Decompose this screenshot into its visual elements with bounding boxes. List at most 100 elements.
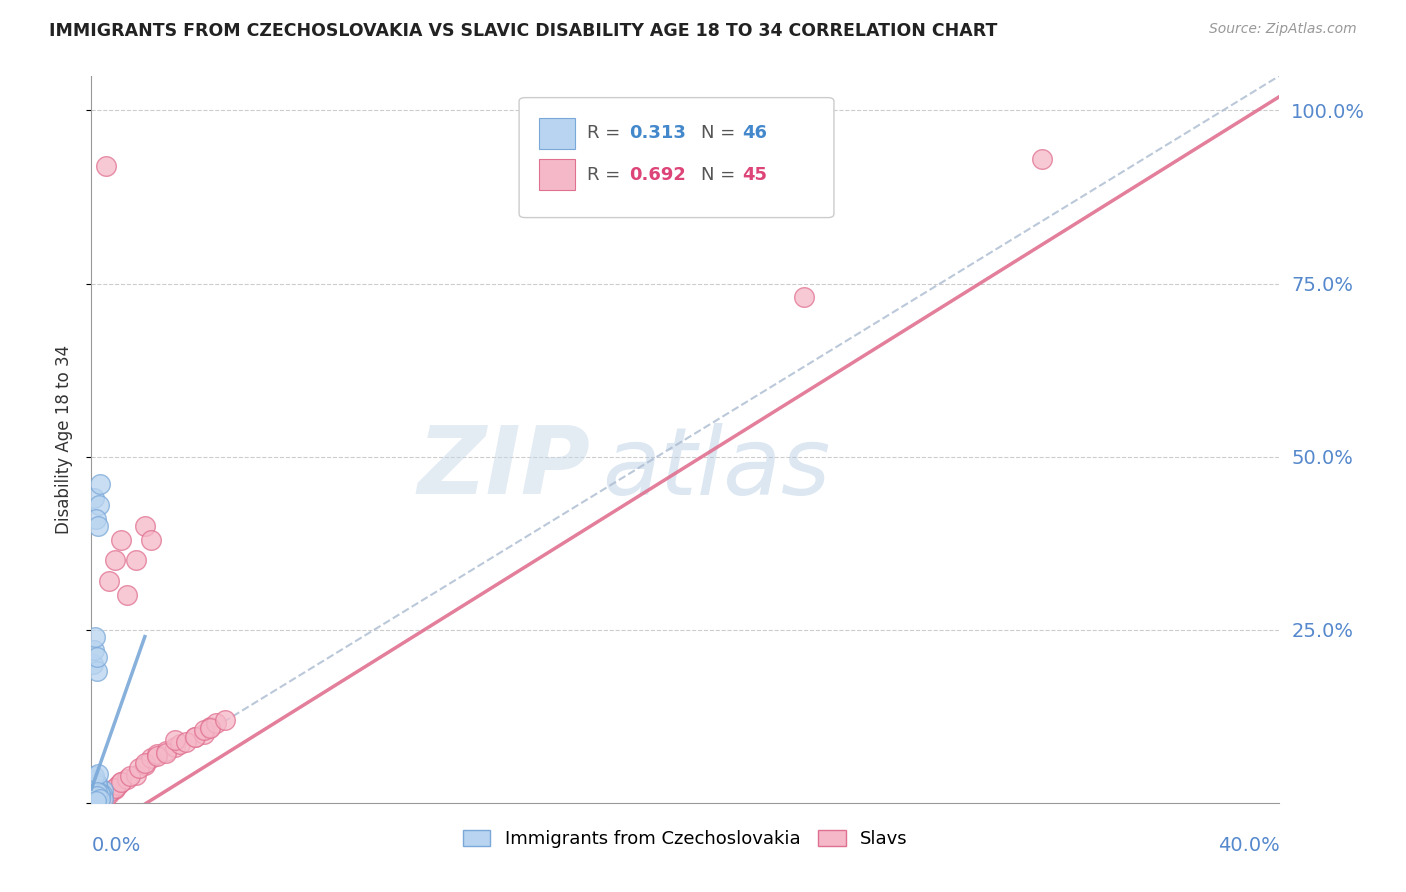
- Point: [134, 756, 156, 770]
- Point: [89, 477, 111, 491]
- Y-axis label: Disability Age 18 to 34: Disability Age 18 to 34: [55, 344, 73, 534]
- Point: [104, 780, 127, 795]
- Point: [86, 781, 108, 796]
- Point: [110, 775, 132, 789]
- Point: [139, 751, 162, 765]
- Point: [83, 780, 105, 795]
- Point: [145, 747, 167, 762]
- Point: [82, 779, 104, 793]
- Point: [110, 775, 132, 789]
- Point: [96, 790, 118, 805]
- Point: [125, 553, 148, 567]
- Point: [163, 733, 186, 747]
- Text: 0.313: 0.313: [630, 124, 686, 142]
- Point: [83, 773, 105, 788]
- Point: [83, 643, 105, 657]
- FancyBboxPatch shape: [540, 118, 575, 149]
- Text: 0.0%: 0.0%: [91, 836, 141, 855]
- Point: [200, 720, 222, 734]
- Point: [83, 775, 105, 789]
- Point: [91, 792, 114, 806]
- Point: [83, 770, 105, 784]
- Text: ZIP: ZIP: [418, 423, 591, 515]
- Text: N =: N =: [700, 124, 741, 142]
- Point: [89, 788, 111, 802]
- Point: [86, 650, 108, 665]
- Point: [793, 290, 815, 304]
- Point: [125, 768, 148, 782]
- Point: [89, 792, 111, 806]
- Point: [91, 792, 114, 806]
- Point: [96, 159, 118, 173]
- Point: [98, 574, 121, 589]
- Point: [84, 783, 107, 797]
- Point: [128, 761, 150, 775]
- Point: [87, 498, 110, 512]
- FancyBboxPatch shape: [540, 160, 575, 190]
- Text: IMMIGRANTS FROM CZECHOSLOVAKIA VS SLAVIC DISABILITY AGE 18 TO 34 CORRELATION CHA: IMMIGRANTS FROM CZECHOSLOVAKIA VS SLAVIC…: [49, 22, 998, 40]
- Point: [86, 776, 108, 790]
- Point: [134, 757, 156, 772]
- Point: [89, 790, 111, 805]
- Point: [90, 788, 112, 802]
- Text: atlas: atlas: [602, 423, 831, 514]
- Point: [87, 785, 110, 799]
- Point: [91, 783, 114, 797]
- Point: [83, 780, 105, 795]
- Point: [118, 770, 141, 784]
- Text: 40.0%: 40.0%: [1218, 836, 1279, 855]
- Point: [84, 789, 107, 803]
- Point: [101, 783, 124, 797]
- Point: [89, 791, 111, 805]
- Point: [87, 781, 110, 796]
- Point: [115, 772, 138, 786]
- Legend: Immigrants from Czechoslovakia, Slavs: Immigrants from Czechoslovakia, Slavs: [456, 822, 915, 855]
- Point: [1031, 152, 1053, 166]
- Text: 45: 45: [742, 166, 768, 184]
- FancyBboxPatch shape: [519, 97, 834, 218]
- Point: [184, 730, 207, 744]
- Point: [87, 519, 110, 533]
- Point: [87, 766, 110, 780]
- Point: [169, 737, 191, 751]
- Point: [86, 785, 108, 799]
- Point: [205, 716, 228, 731]
- Point: [82, 772, 104, 786]
- Point: [155, 744, 177, 758]
- Point: [139, 533, 162, 547]
- Point: [200, 721, 222, 735]
- Point: [134, 519, 156, 533]
- Point: [193, 723, 215, 737]
- Point: [107, 779, 129, 793]
- Point: [89, 791, 111, 805]
- Point: [104, 553, 127, 567]
- Point: [84, 630, 107, 644]
- Point: [86, 785, 108, 799]
- Point: [82, 657, 104, 672]
- Text: R =: R =: [586, 124, 626, 142]
- Point: [86, 665, 108, 679]
- Point: [84, 794, 107, 808]
- Point: [214, 713, 236, 727]
- Point: [193, 726, 215, 740]
- Point: [83, 789, 105, 803]
- Point: [184, 730, 207, 744]
- Point: [87, 790, 110, 805]
- Text: N =: N =: [700, 166, 741, 184]
- Text: Source: ZipAtlas.com: Source: ZipAtlas.com: [1209, 22, 1357, 37]
- Point: [84, 788, 107, 802]
- Point: [110, 533, 132, 547]
- Point: [115, 588, 138, 602]
- Point: [98, 788, 121, 802]
- Text: 0.692: 0.692: [630, 166, 686, 184]
- Point: [145, 748, 167, 763]
- Point: [86, 779, 108, 793]
- Point: [82, 792, 104, 806]
- Point: [155, 746, 177, 760]
- Point: [87, 788, 110, 802]
- Point: [82, 792, 104, 806]
- Point: [104, 781, 127, 796]
- Point: [86, 789, 108, 803]
- Point: [84, 785, 107, 799]
- Point: [83, 790, 105, 805]
